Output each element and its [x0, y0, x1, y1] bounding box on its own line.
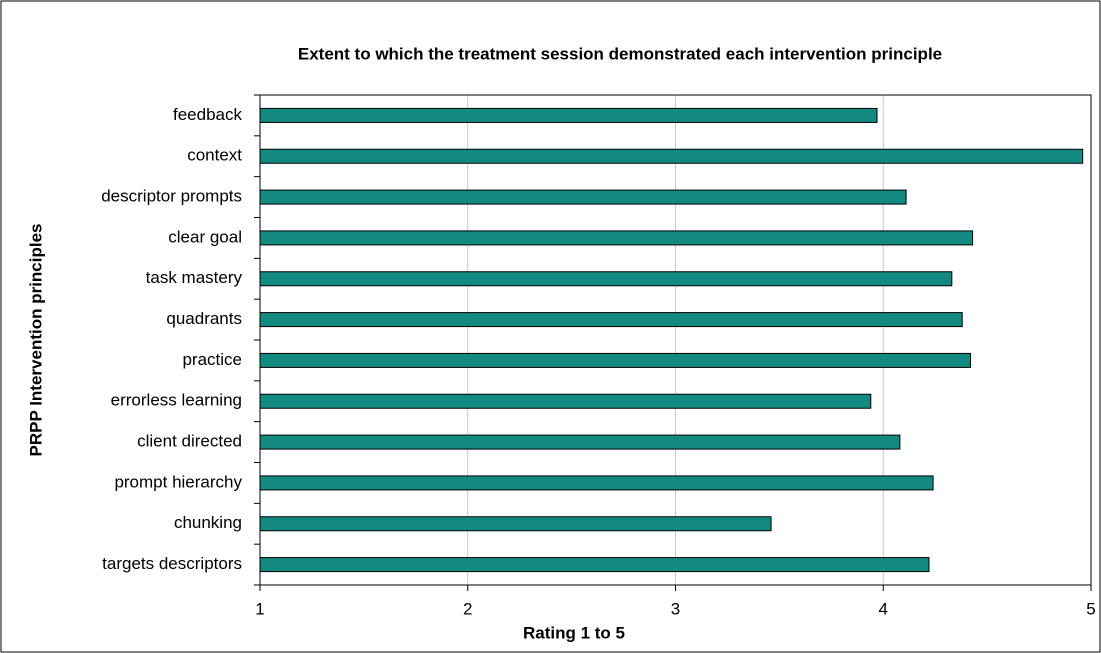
- x-axis-label: Rating 1 to 5: [523, 623, 625, 642]
- y-tick-label: chunking: [174, 513, 242, 532]
- y-tick-label: clear goal: [168, 227, 242, 246]
- y-tick-label: context: [187, 146, 242, 165]
- bar: [259, 516, 772, 532]
- bar: [259, 352, 972, 368]
- bar: [259, 148, 1084, 164]
- chart-title: Extent to which the treatment session de…: [298, 44, 942, 63]
- bar: [259, 312, 963, 328]
- y-tick-label: errorless learning: [111, 391, 242, 410]
- y-axis-label: PRPP Intervention principles: [26, 223, 45, 456]
- y-tick-label: client directed: [137, 432, 242, 451]
- x-tick-label: 1: [255, 599, 264, 618]
- y-tick-label: quadrants: [166, 309, 242, 328]
- bar: [259, 475, 934, 491]
- bar: [259, 271, 953, 287]
- bar: [259, 557, 930, 573]
- x-tick-label: 3: [671, 599, 680, 618]
- x-tick-label: 4: [879, 599, 888, 618]
- bar: [259, 107, 878, 123]
- bar: [259, 230, 974, 246]
- y-tick-label: task mastery: [146, 268, 243, 287]
- bar: [259, 393, 872, 409]
- bar: [259, 189, 907, 205]
- bar: [259, 434, 901, 450]
- y-tick-label: targets descriptors: [102, 554, 242, 573]
- y-tick-label: prompt hierarchy: [114, 472, 242, 491]
- x-tick-label: 5: [1086, 599, 1095, 618]
- x-tick-label: 2: [463, 599, 472, 618]
- y-tick-label: descriptor prompts: [101, 187, 242, 206]
- y-tick-label: feedback: [173, 105, 242, 124]
- y-tick-label: practice: [182, 350, 242, 369]
